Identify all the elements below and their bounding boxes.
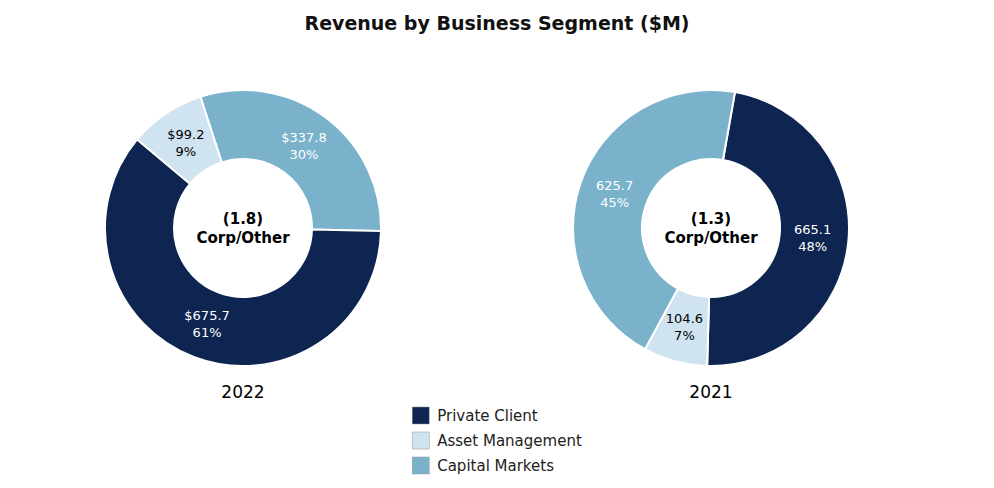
legend-swatch [412,457,429,474]
chart-canvas: Revenue by Business Segment ($M) $337.830… [0,0,994,488]
legend-label: Capital Markets [437,457,554,475]
data-label: 625.745% [596,178,633,210]
donut-slice [200,90,381,231]
donut-slice [137,97,222,184]
chart-title: Revenue by Business Segment ($M) [305,12,690,34]
data-label: 665.148% [794,222,831,254]
data-label: $675.761% [184,308,230,340]
data-label: $337.830% [281,130,327,162]
center-annotation: (1.8)Corp/Other [196,210,290,247]
center-annotation: (1.3)Corp/Other [664,210,758,247]
legend: Private Client Asset Management Capital Ma… [412,407,582,475]
legend-swatch [412,432,429,449]
data-label: 104.67% [666,311,703,343]
chart-subtitle: 2021 [689,382,732,402]
donut-slice [105,139,381,366]
legend-swatch [412,407,429,424]
donut-chart: $337.830% $675.761% $99.29% (1.8)Corp/Other… [105,90,381,402]
legend-label: Asset Management [437,432,582,450]
data-label: $99.29% [167,127,204,159]
donut-slice [573,90,735,349]
chart-subtitle: 2022 [221,382,264,402]
legend-label: Private Client [437,407,538,425]
donut-chart: 665.148% 104.67% 625.745% (1.3)Corp/Other 20… [573,90,849,402]
